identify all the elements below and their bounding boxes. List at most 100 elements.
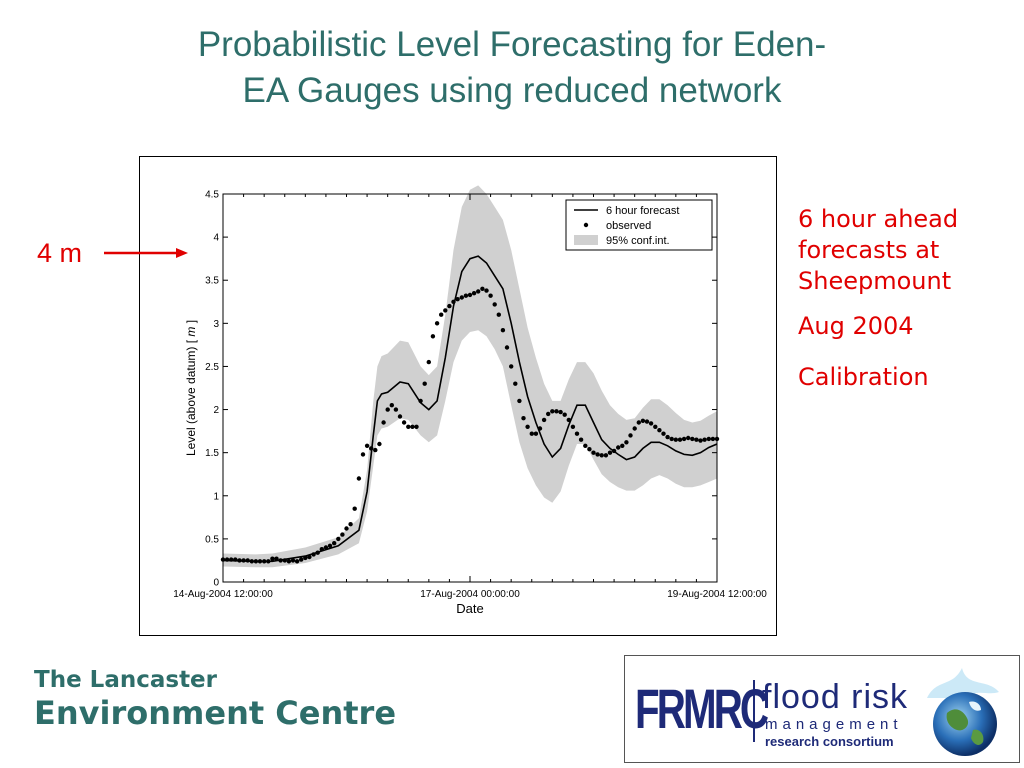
observed-point xyxy=(558,409,563,415)
globe-splash-icon: 2 xyxy=(927,668,999,756)
observed-point xyxy=(237,558,242,563)
observed-point xyxy=(484,288,489,293)
observed-point xyxy=(665,434,670,440)
observed-point xyxy=(319,547,324,552)
observed-point xyxy=(286,559,292,564)
logo-management: management xyxy=(765,716,903,733)
observed-point xyxy=(587,447,592,452)
observed-point xyxy=(677,437,683,442)
observed-point xyxy=(389,403,394,408)
observed-point xyxy=(397,414,403,419)
note-forecast-horizon: 6 hour ahead forecasts at Sheepmount xyxy=(798,205,959,295)
observed-point xyxy=(229,557,234,562)
observed-point xyxy=(393,407,399,412)
legend-entry: 6 hour forecast xyxy=(606,205,679,217)
observed-point xyxy=(492,302,497,307)
observed-point xyxy=(336,536,341,542)
observed-point xyxy=(294,559,300,564)
y-axis-label-suffix: ] xyxy=(184,320,198,327)
observed-point xyxy=(352,506,357,511)
y-tick-label: 4 xyxy=(213,233,219,244)
observed-point xyxy=(282,558,287,563)
observed-point xyxy=(636,420,641,425)
observed-point xyxy=(373,447,378,453)
observed-point xyxy=(249,559,254,564)
y-axis-label-unit: m xyxy=(184,327,198,337)
observed-point xyxy=(488,293,493,298)
observed-point xyxy=(323,545,329,550)
observed-point xyxy=(303,555,308,561)
observed-point xyxy=(669,436,674,442)
y-tick-label: 0 xyxy=(213,578,219,589)
observed-point xyxy=(599,453,604,458)
observed-point xyxy=(628,433,633,438)
observed-point xyxy=(611,448,617,454)
observed-point xyxy=(270,556,275,561)
observed-point xyxy=(706,436,711,442)
observed-point xyxy=(620,443,625,448)
slide-title: Probabilistic Level Forecasting for Eden… xyxy=(0,22,1024,114)
observed-point xyxy=(632,426,637,431)
observed-point xyxy=(554,409,559,414)
observed-point xyxy=(595,452,600,457)
side-notes: 6 hour ahead forecasts at Sheepmount Aug… xyxy=(798,204,998,413)
frmrc-acronym: FRMRC xyxy=(635,677,769,740)
observed-point xyxy=(537,426,543,431)
x-tick-label: 19-Aug-2004 12:00:00 xyxy=(667,589,767,600)
observed-point xyxy=(377,441,382,447)
observed-point xyxy=(681,436,687,442)
observed-point xyxy=(451,299,456,304)
observed-point xyxy=(348,522,353,527)
observed-point xyxy=(241,558,246,563)
observed-point xyxy=(603,453,609,458)
lec-line-2: Environment Centre xyxy=(34,694,397,732)
legend-swatch-conf-int xyxy=(574,235,598,245)
observed-point xyxy=(327,543,333,548)
observed-point xyxy=(422,381,427,386)
y-tick-label: 0.5 xyxy=(205,534,219,545)
observed-point xyxy=(401,420,407,425)
observed-point xyxy=(570,424,576,429)
observed-point xyxy=(686,435,691,441)
y-tick-label: 2.5 xyxy=(205,362,219,373)
observed-point xyxy=(385,407,390,412)
observed-point xyxy=(307,554,312,560)
y-tick-label: 3 xyxy=(213,319,219,330)
observed-point xyxy=(513,381,518,386)
observed-point xyxy=(509,364,514,369)
observed-point xyxy=(290,558,296,563)
observed-point xyxy=(381,420,386,425)
observed-point xyxy=(673,437,678,442)
observed-point xyxy=(578,437,584,442)
logo-flood-risk: flood risk xyxy=(762,678,909,716)
observed-point xyxy=(550,409,555,414)
logo-divider xyxy=(753,680,755,742)
observed-point xyxy=(459,295,464,300)
observed-point xyxy=(369,446,374,451)
observed-point xyxy=(471,291,477,296)
observed-point xyxy=(274,556,279,561)
observed-point xyxy=(299,557,304,562)
observed-point xyxy=(224,557,230,562)
observed-point xyxy=(439,312,444,317)
observed-point xyxy=(447,303,452,309)
observed-point xyxy=(616,445,621,450)
observed-point xyxy=(455,297,460,302)
observed-point xyxy=(591,450,596,455)
y-axis-label: Level (above datum) [ m ] xyxy=(184,320,198,456)
observed-point xyxy=(278,558,283,563)
observed-point xyxy=(253,559,259,564)
annotation-arrow-icon xyxy=(104,248,188,258)
observed-point xyxy=(525,424,530,429)
observed-point xyxy=(574,431,580,436)
observed-point xyxy=(476,289,481,294)
x-axis-label: Date xyxy=(456,601,483,616)
forecast-line xyxy=(222,255,718,563)
legend-swatch-observed xyxy=(583,222,589,228)
observed-point xyxy=(566,417,571,423)
level-forecast-chart: 0 0.5 1 1.5 2 2.5 3 3.5 4 4.5 14-Aug-2004 12:00:00… xyxy=(173,185,767,616)
observed-point xyxy=(583,443,588,448)
observed-point xyxy=(315,550,320,555)
observed-point xyxy=(245,558,250,563)
level-annotation: 4 m xyxy=(37,238,83,268)
